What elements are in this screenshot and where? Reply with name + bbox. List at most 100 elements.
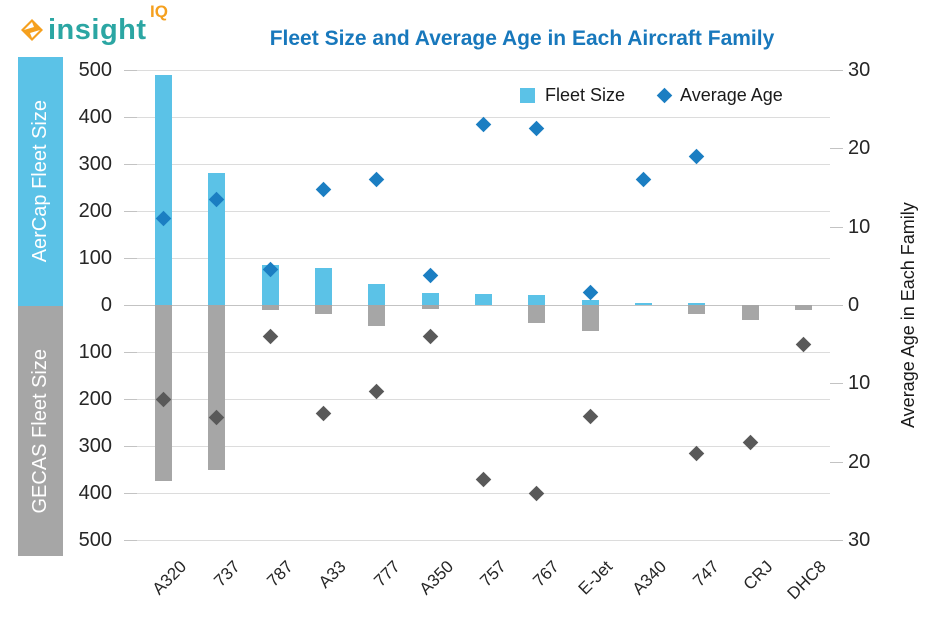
right-tick-label: 10	[848, 372, 871, 395]
bar-aercap-A340	[634, 302, 652, 305]
bar-aercap-E-Jet	[581, 300, 599, 305]
logo: insight IQ	[20, 2, 190, 56]
right-tick-label: 20	[848, 137, 871, 160]
legend-average-age-label: Average Age	[680, 85, 783, 105]
left-tick-mark	[124, 540, 137, 541]
x-axis-label-747: 747	[689, 557, 724, 591]
legend-item-average-age: Average Age	[656, 85, 783, 106]
bar-aercap-767	[528, 295, 546, 305]
right-tick-label: 0	[848, 294, 860, 316]
gridline	[137, 540, 830, 541]
right-tick-label: 10	[848, 215, 871, 238]
marker-aercap-age-E-Jet	[582, 284, 598, 301]
legend: Fleet Size Average Age	[520, 85, 783, 106]
gridline	[137, 70, 830, 71]
left-tick-label: 200	[78, 388, 112, 410]
left-tick-mark	[124, 70, 137, 71]
left-tick-label: 400	[78, 482, 112, 504]
right-tick-mark	[830, 226, 843, 228]
right-tick-label: 30	[848, 59, 871, 81]
legend-fleet-size-swatch	[520, 88, 535, 103]
left-tick-mark	[124, 352, 137, 353]
marker-gecas-age-787	[262, 328, 279, 345]
marker-aercap-age-A350	[422, 267, 438, 283]
marker-gecas-age-757	[475, 471, 492, 488]
bar-gecas-787	[261, 305, 279, 310]
left-tick-label: 300	[78, 435, 112, 457]
left-tick-label: 100	[78, 247, 112, 269]
bar-gecas-777	[368, 305, 386, 327]
left-tick-mark	[124, 211, 137, 212]
marker-gecas-age-A33	[315, 405, 332, 421]
gridline	[137, 164, 830, 165]
x-axis-label-767: 767	[529, 557, 564, 591]
x-axis-label-A33: A33	[315, 557, 351, 592]
marker-aercap-age-777	[369, 171, 385, 188]
left-tick-label: 200	[78, 200, 112, 222]
bar-aercap-757	[475, 294, 492, 305]
bar-aercap-747	[688, 302, 706, 305]
bar-aercap-777	[368, 283, 386, 305]
marker-gecas-age-A350	[422, 328, 438, 345]
bar-gecas-737	[208, 305, 226, 470]
legend-fleet-size-label: Fleet Size	[545, 85, 626, 105]
gridline	[137, 493, 830, 494]
gridline	[137, 258, 830, 259]
right-tick-mark	[830, 305, 843, 306]
x-axis-label-787: 787	[263, 557, 297, 591]
left-tick-mark	[124, 493, 137, 494]
right-tick-mark	[830, 540, 843, 541]
x-axis-label-A320: A320	[148, 557, 191, 599]
legend-average-age-marker	[656, 87, 673, 104]
chart-title: Fleet Size and Average Age in Each Aircr…	[269, 27, 775, 50]
x-axis-label-A340: A340	[628, 557, 670, 599]
bar-gecas-767	[528, 305, 546, 323]
right-tick-label: 20	[848, 450, 871, 473]
right-tick-mark	[830, 148, 843, 150]
marker-gecas-age-E-Jet	[582, 408, 598, 424]
left-tick-label: 300	[78, 153, 112, 175]
marker-gecas-age-DHC8	[795, 336, 812, 352]
x-axis-label-737: 737	[209, 557, 244, 591]
marker-gecas-age-777	[369, 383, 385, 399]
gecas-axis-band: GECAS Fleet Size	[18, 306, 63, 556]
x-axis-label-757: 757	[476, 557, 510, 591]
bar-gecas-747	[688, 305, 706, 315]
marker-aercap-age-757	[475, 117, 492, 133]
logo-superscript: IQ	[150, 2, 168, 21]
bar-gecas-DHC8	[794, 305, 812, 310]
x-axis-label-DHC8: DHC8	[783, 557, 830, 604]
left-tick-mark	[124, 446, 137, 447]
left-tick-label: 400	[78, 106, 112, 128]
x-axis-label-E-Jet: E-Jet	[575, 557, 617, 599]
marker-gecas-age-CRJ	[742, 434, 758, 450]
bar-aercap-737	[208, 173, 226, 305]
left-tick-mark	[124, 305, 137, 306]
marker-aercap-age-767	[529, 120, 545, 137]
left-tick-mark	[124, 399, 137, 400]
right-tick-mark	[830, 461, 843, 463]
x-axis-label-A350: A350	[415, 557, 457, 599]
marker-gecas-age-767	[529, 485, 545, 501]
bar-gecas-A33	[315, 305, 333, 315]
zero-gridline	[137, 305, 830, 306]
right-tick-mark	[830, 70, 843, 71]
marker-aercap-age-A340	[635, 171, 652, 188]
left-tick-mark	[124, 258, 137, 259]
bar-gecas-E-Jet	[581, 305, 599, 331]
left-tick-label: 100	[78, 341, 112, 363]
marker-aercap-age-A33	[315, 181, 332, 197]
aercap-axis-band: AerCap Fleet Size	[18, 57, 63, 306]
x-axis-label-777: 777	[369, 557, 404, 591]
gridline	[137, 399, 830, 400]
right-tick-mark	[830, 383, 843, 385]
bar-aercap-A33	[315, 268, 333, 305]
bar-gecas-CRJ	[741, 305, 759, 321]
bar-aercap-787	[261, 265, 279, 305]
left-tick-mark	[124, 117, 137, 118]
bar-gecas-A350	[421, 305, 439, 309]
gridline	[137, 352, 830, 353]
legend-item-fleet-size: Fleet Size	[520, 85, 625, 106]
left-tick-mark	[124, 164, 137, 165]
